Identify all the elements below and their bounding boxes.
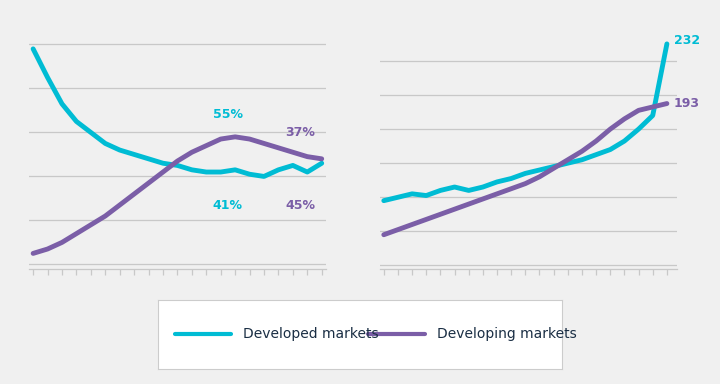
Text: 55%: 55% [213,108,243,121]
Text: 41%: 41% [213,199,243,212]
Text: 193: 193 [674,97,700,110]
Text: Developing markets: Developing markets [436,327,576,341]
Text: 37%: 37% [285,126,315,139]
Text: Developed markets: Developed markets [243,327,379,341]
Text: 232: 232 [674,34,700,47]
Text: 45%: 45% [285,199,315,212]
